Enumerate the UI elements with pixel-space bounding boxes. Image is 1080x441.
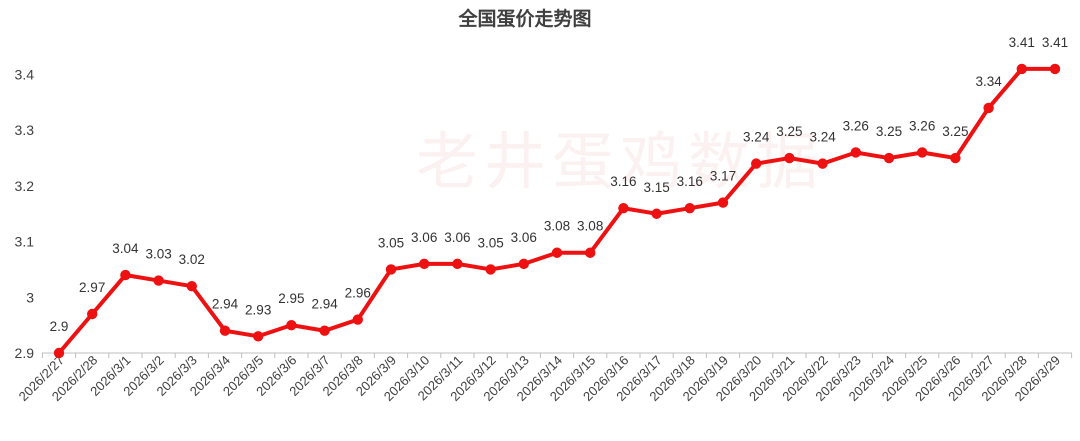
data-point: [452, 258, 463, 270]
data-point: [784, 152, 795, 164]
data-point: [950, 152, 961, 164]
data-point: [684, 202, 695, 214]
data-point: [717, 197, 729, 208]
price-series: [53, 63, 1061, 359]
data-point: [651, 208, 662, 219]
data-label: 2.9: [50, 319, 69, 334]
y-tick-label: 3.3: [15, 122, 35, 138]
data-label: 3.02: [179, 252, 205, 267]
y-tick-label: 3: [26, 289, 34, 305]
data-label: 3.41: [1042, 35, 1068, 50]
y-tick-label: 3.1: [15, 234, 35, 250]
data-point: [352, 314, 363, 325]
data-point: [286, 319, 297, 331]
data-point: [186, 280, 197, 292]
data-point: [53, 347, 65, 359]
data-point: [319, 325, 330, 336]
data-label: 3.16: [610, 174, 636, 189]
data-point: [585, 247, 596, 258]
data-point: [817, 158, 828, 169]
data-label: 3.06: [511, 230, 537, 245]
data-label: 3.26: [843, 118, 869, 133]
data-label: 3.24: [809, 130, 836, 145]
data-point: [618, 202, 629, 214]
y-tick-label: 2.9: [15, 345, 35, 361]
data-label: 3.25: [876, 124, 902, 139]
data-point: [120, 269, 131, 281]
data-point: [1016, 63, 1027, 75]
data-point: [219, 325, 231, 336]
y-tick-label: 3.4: [15, 67, 35, 83]
data-label: 3.08: [544, 219, 570, 234]
data-label: 3.26: [909, 118, 935, 133]
data-point: [253, 331, 264, 342]
data-point: [551, 247, 563, 258]
data-label: 2.97: [79, 280, 105, 295]
data-point: [983, 102, 994, 114]
data-label: 3.08: [577, 219, 603, 234]
data-point: [850, 147, 861, 158]
data-label: 3.04: [112, 241, 139, 256]
data-point: [751, 158, 762, 169]
data-label: 3.25: [776, 124, 802, 139]
data-label: 2.94: [212, 297, 239, 312]
data-label: 3.25: [942, 124, 968, 139]
watermark: 老井蛋鸡数据: [416, 125, 824, 198]
data-label: 3.05: [477, 235, 503, 250]
data-label: 2.95: [278, 291, 304, 306]
data-label: 3.16: [677, 174, 703, 189]
data-point: [1049, 63, 1061, 75]
data-point: [518, 258, 529, 270]
data-label: 2.96: [345, 286, 371, 301]
data-point: [917, 147, 928, 158]
chart-title: 全国蛋价走势图: [457, 7, 591, 30]
data-point: [153, 275, 164, 286]
data-point: [419, 258, 430, 270]
data-point: [87, 308, 98, 320]
y-tick-label: 3.2: [15, 178, 35, 194]
data-labels: 2.9 2.97 3.04 3.03 3.02 2.94 2.93 2.95 2.94 2.96 3…: [50, 35, 1069, 334]
data-point: [883, 152, 895, 164]
data-label: 3.06: [411, 230, 437, 245]
data-label: 3.06: [444, 230, 470, 245]
data-label: 3.34: [975, 74, 1002, 89]
data-label: 3.41: [1009, 35, 1035, 50]
x-axis: 2026/2/272026/2/282026/3/12026/3/22026/3…: [16, 352, 1073, 404]
data-point: [385, 264, 397, 275]
data-label: 3.15: [643, 180, 669, 195]
data-label: 2.93: [245, 302, 271, 317]
data-point: [485, 264, 496, 275]
data-label: 3.03: [145, 247, 171, 262]
series-line: [57, 66, 1057, 355]
data-label: 2.94: [311, 297, 338, 312]
data-label: 3.24: [743, 130, 770, 145]
y-axis: 2.9 3 3.1 3.2 3.3 3.4: [15, 67, 35, 362]
data-label: 3.05: [378, 235, 404, 250]
data-label: 3.17: [710, 169, 736, 184]
